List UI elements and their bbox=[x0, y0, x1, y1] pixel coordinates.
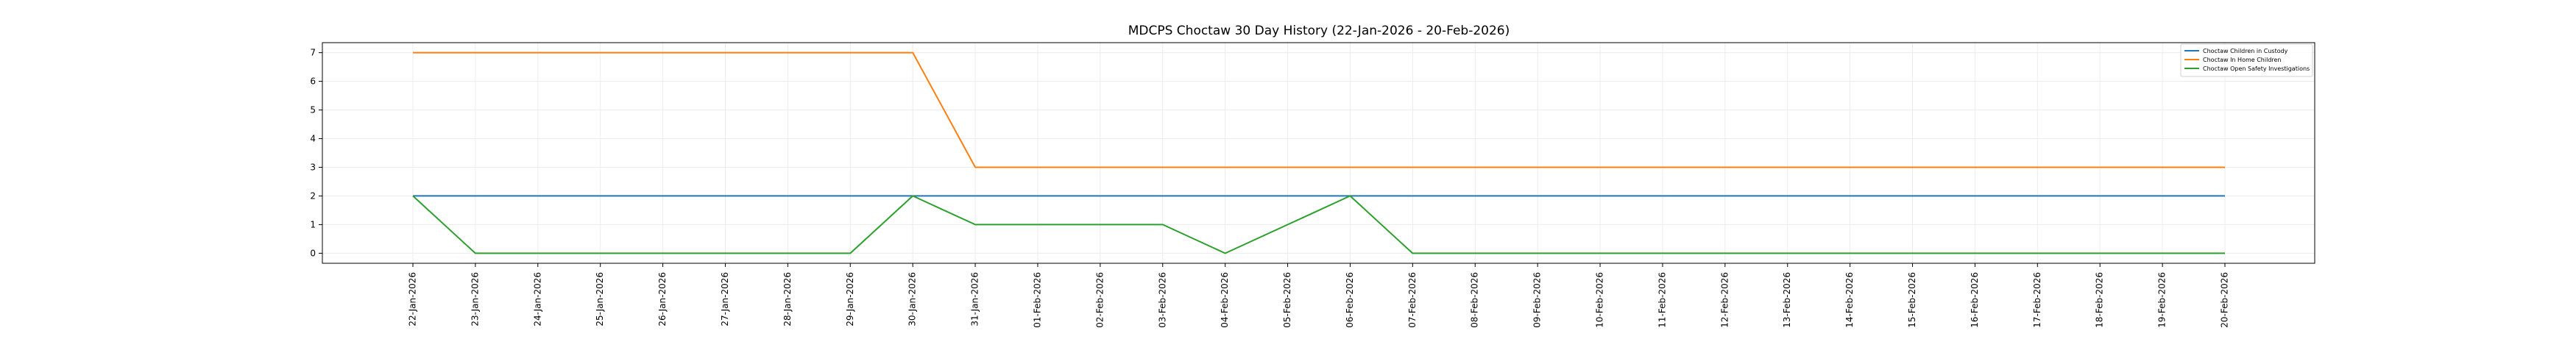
y-tick-label: 0 bbox=[310, 248, 316, 258]
legend: Choctaw Children in Custody Choctaw In Ho… bbox=[2180, 43, 2313, 77]
x-tick-label: 26-Jan-2026 bbox=[657, 272, 668, 327]
y-tick-label: 2 bbox=[310, 190, 316, 201]
x-tick-label: 24-Jan-2026 bbox=[532, 272, 542, 327]
legend-label: Choctaw In Home Children bbox=[2203, 57, 2282, 63]
x-tick-label: 19-Feb-2026 bbox=[2157, 272, 2168, 328]
x-tick-label: 17-Feb-2026 bbox=[2032, 272, 2042, 328]
x-tick-label: 04-Feb-2026 bbox=[1220, 272, 1230, 328]
legend-label: Choctaw Open Safety Investigations bbox=[2203, 65, 2310, 72]
y-axis: 0 1 2 3 4 5 6 7 bbox=[310, 48, 322, 258]
x-tick-label: 06-Feb-2026 bbox=[1345, 272, 1355, 328]
legend-box bbox=[2180, 43, 2313, 77]
y-tick-label: 1 bbox=[310, 219, 316, 229]
x-tick-label: 07-Feb-2026 bbox=[1407, 272, 1418, 328]
x-tick-label: 22-Jan-2026 bbox=[408, 272, 418, 327]
y-tick-label: 4 bbox=[310, 134, 316, 144]
legend-label: Choctaw Children in Custody bbox=[2203, 48, 2288, 54]
y-tick-label: 7 bbox=[310, 48, 316, 58]
y-tick-label: 5 bbox=[310, 105, 316, 115]
grid-lines bbox=[322, 43, 2315, 263]
x-tick-label: 08-Feb-2026 bbox=[1470, 272, 1480, 328]
x-tick-label: 28-Jan-2026 bbox=[782, 272, 793, 327]
x-tick-label: 16-Feb-2026 bbox=[1970, 272, 1980, 328]
x-tick-label: 29-Jan-2026 bbox=[845, 272, 855, 327]
x-tick-label: 20-Feb-2026 bbox=[2220, 272, 2230, 328]
x-tick-label: 05-Feb-2026 bbox=[1282, 272, 1292, 328]
x-tick-label: 23-Jan-2026 bbox=[470, 272, 480, 327]
x-axis: 22-Jan-2026 23-Jan-2026 24-Jan-2026 25-Jan-… bbox=[408, 263, 2230, 328]
plot-frame bbox=[322, 42, 2315, 264]
x-tick-label: 10-Feb-2026 bbox=[1595, 272, 1605, 328]
chart-title: MDCPS Choctaw 30 Day History (22-Jan-202… bbox=[1128, 24, 1510, 38]
x-tick-label: 27-Jan-2026 bbox=[720, 272, 730, 327]
y-tick-label: 6 bbox=[310, 76, 316, 87]
x-tick-label: 30-Jan-2026 bbox=[907, 272, 918, 327]
x-tick-label: 03-Feb-2026 bbox=[1157, 272, 1167, 328]
x-tick-label: 11-Feb-2026 bbox=[1657, 272, 1667, 328]
x-tick-label: 09-Feb-2026 bbox=[1532, 272, 1543, 328]
y-tick-label: 3 bbox=[310, 162, 316, 172]
x-tick-label: 14-Feb-2026 bbox=[1844, 272, 1855, 328]
x-tick-label: 15-Feb-2026 bbox=[1907, 272, 1917, 328]
x-tick-label: 18-Feb-2026 bbox=[2095, 272, 2105, 328]
series-lines bbox=[412, 51, 2225, 254]
x-tick-label: 12-Feb-2026 bbox=[1719, 272, 1730, 328]
x-tick-label: 01-Feb-2026 bbox=[1032, 272, 1042, 328]
series-line-2 bbox=[413, 51, 2225, 168]
x-tick-label: 02-Feb-2026 bbox=[1094, 272, 1105, 328]
x-tick-label: 31-Jan-2026 bbox=[970, 272, 980, 327]
x-tick-label: 13-Feb-2026 bbox=[1782, 272, 1792, 328]
series-line-3 bbox=[412, 195, 2225, 254]
x-tick-label: 25-Jan-2026 bbox=[595, 272, 605, 327]
